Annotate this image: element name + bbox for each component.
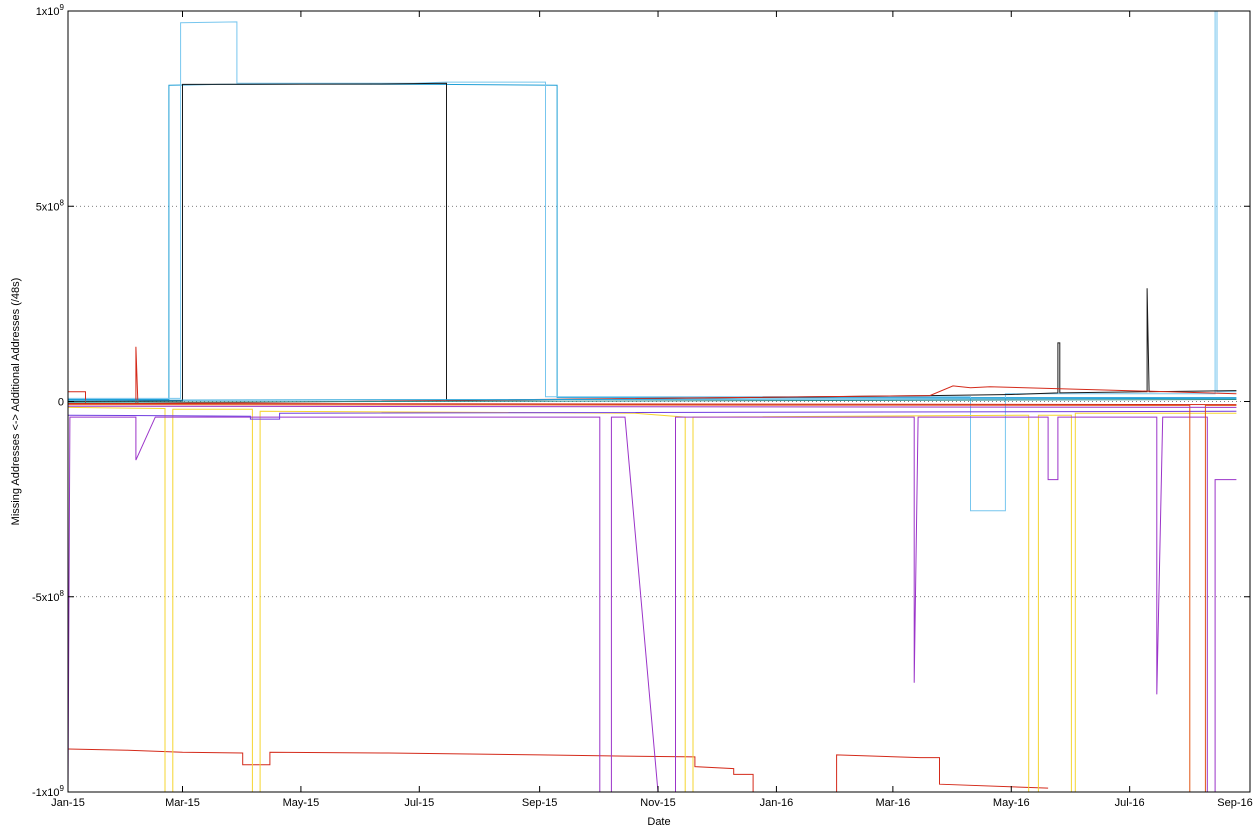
x-tick-label-8: May-16 (993, 797, 1030, 809)
x-tick-label-2: May-15 (283, 797, 320, 809)
series-line-7 (67, 416, 1237, 793)
series-line-3 (67, 748, 754, 792)
x-tick-label-1: Mar-15 (165, 797, 200, 809)
series-line-4 (836, 754, 1049, 792)
series-line-0 (68, 83, 1237, 400)
x-axis-label: Date (647, 816, 670, 828)
series-line-9 (67, 404, 1237, 793)
x-tick-label-6: Jan-16 (760, 797, 794, 809)
y-tick-label-2: 0 (58, 397, 64, 409)
y-tick-label-0: 1x109 (36, 3, 65, 18)
y-axis-label: Missing Addresses <-> Additional Address… (10, 278, 22, 526)
series-line-10 (67, 399, 1237, 403)
series-line-1 (68, 10, 1237, 512)
series-line-12 (67, 403, 1237, 406)
series-line-11 (67, 405, 1237, 408)
series-line-6 (67, 406, 1237, 793)
x-tick-label-9: Jul-16 (1115, 797, 1145, 809)
x-tick-label-0: Jan-15 (51, 797, 85, 809)
y-axis: 1x109 5x108 0 -5x108 -1x109 (32, 3, 1250, 799)
series-line-2 (67, 82, 1237, 402)
series-line-8 (67, 410, 1237, 420)
x-tick-label-3: Jul-15 (404, 797, 434, 809)
y-tick-label-3: -5x108 (32, 589, 65, 604)
y-tick-label-1: 5x108 (36, 198, 65, 213)
series-line-5 (68, 346, 1237, 405)
x-tick-label-7: Mar-16 (875, 797, 910, 809)
x-axis: Jan-15 Mar-15 May-15 Jul-15 Sep-15 Nov-15 Jan-… (51, 11, 1253, 809)
x-tick-label-5: Nov-15 (640, 797, 675, 809)
x-tick-label-10: Sep-16 (1217, 797, 1252, 809)
series-line-13 (67, 397, 1237, 401)
series-layer (67, 10, 1237, 793)
x-tick-label-4: Sep-15 (522, 797, 557, 809)
y-tick-label-4: -1x109 (32, 784, 65, 799)
